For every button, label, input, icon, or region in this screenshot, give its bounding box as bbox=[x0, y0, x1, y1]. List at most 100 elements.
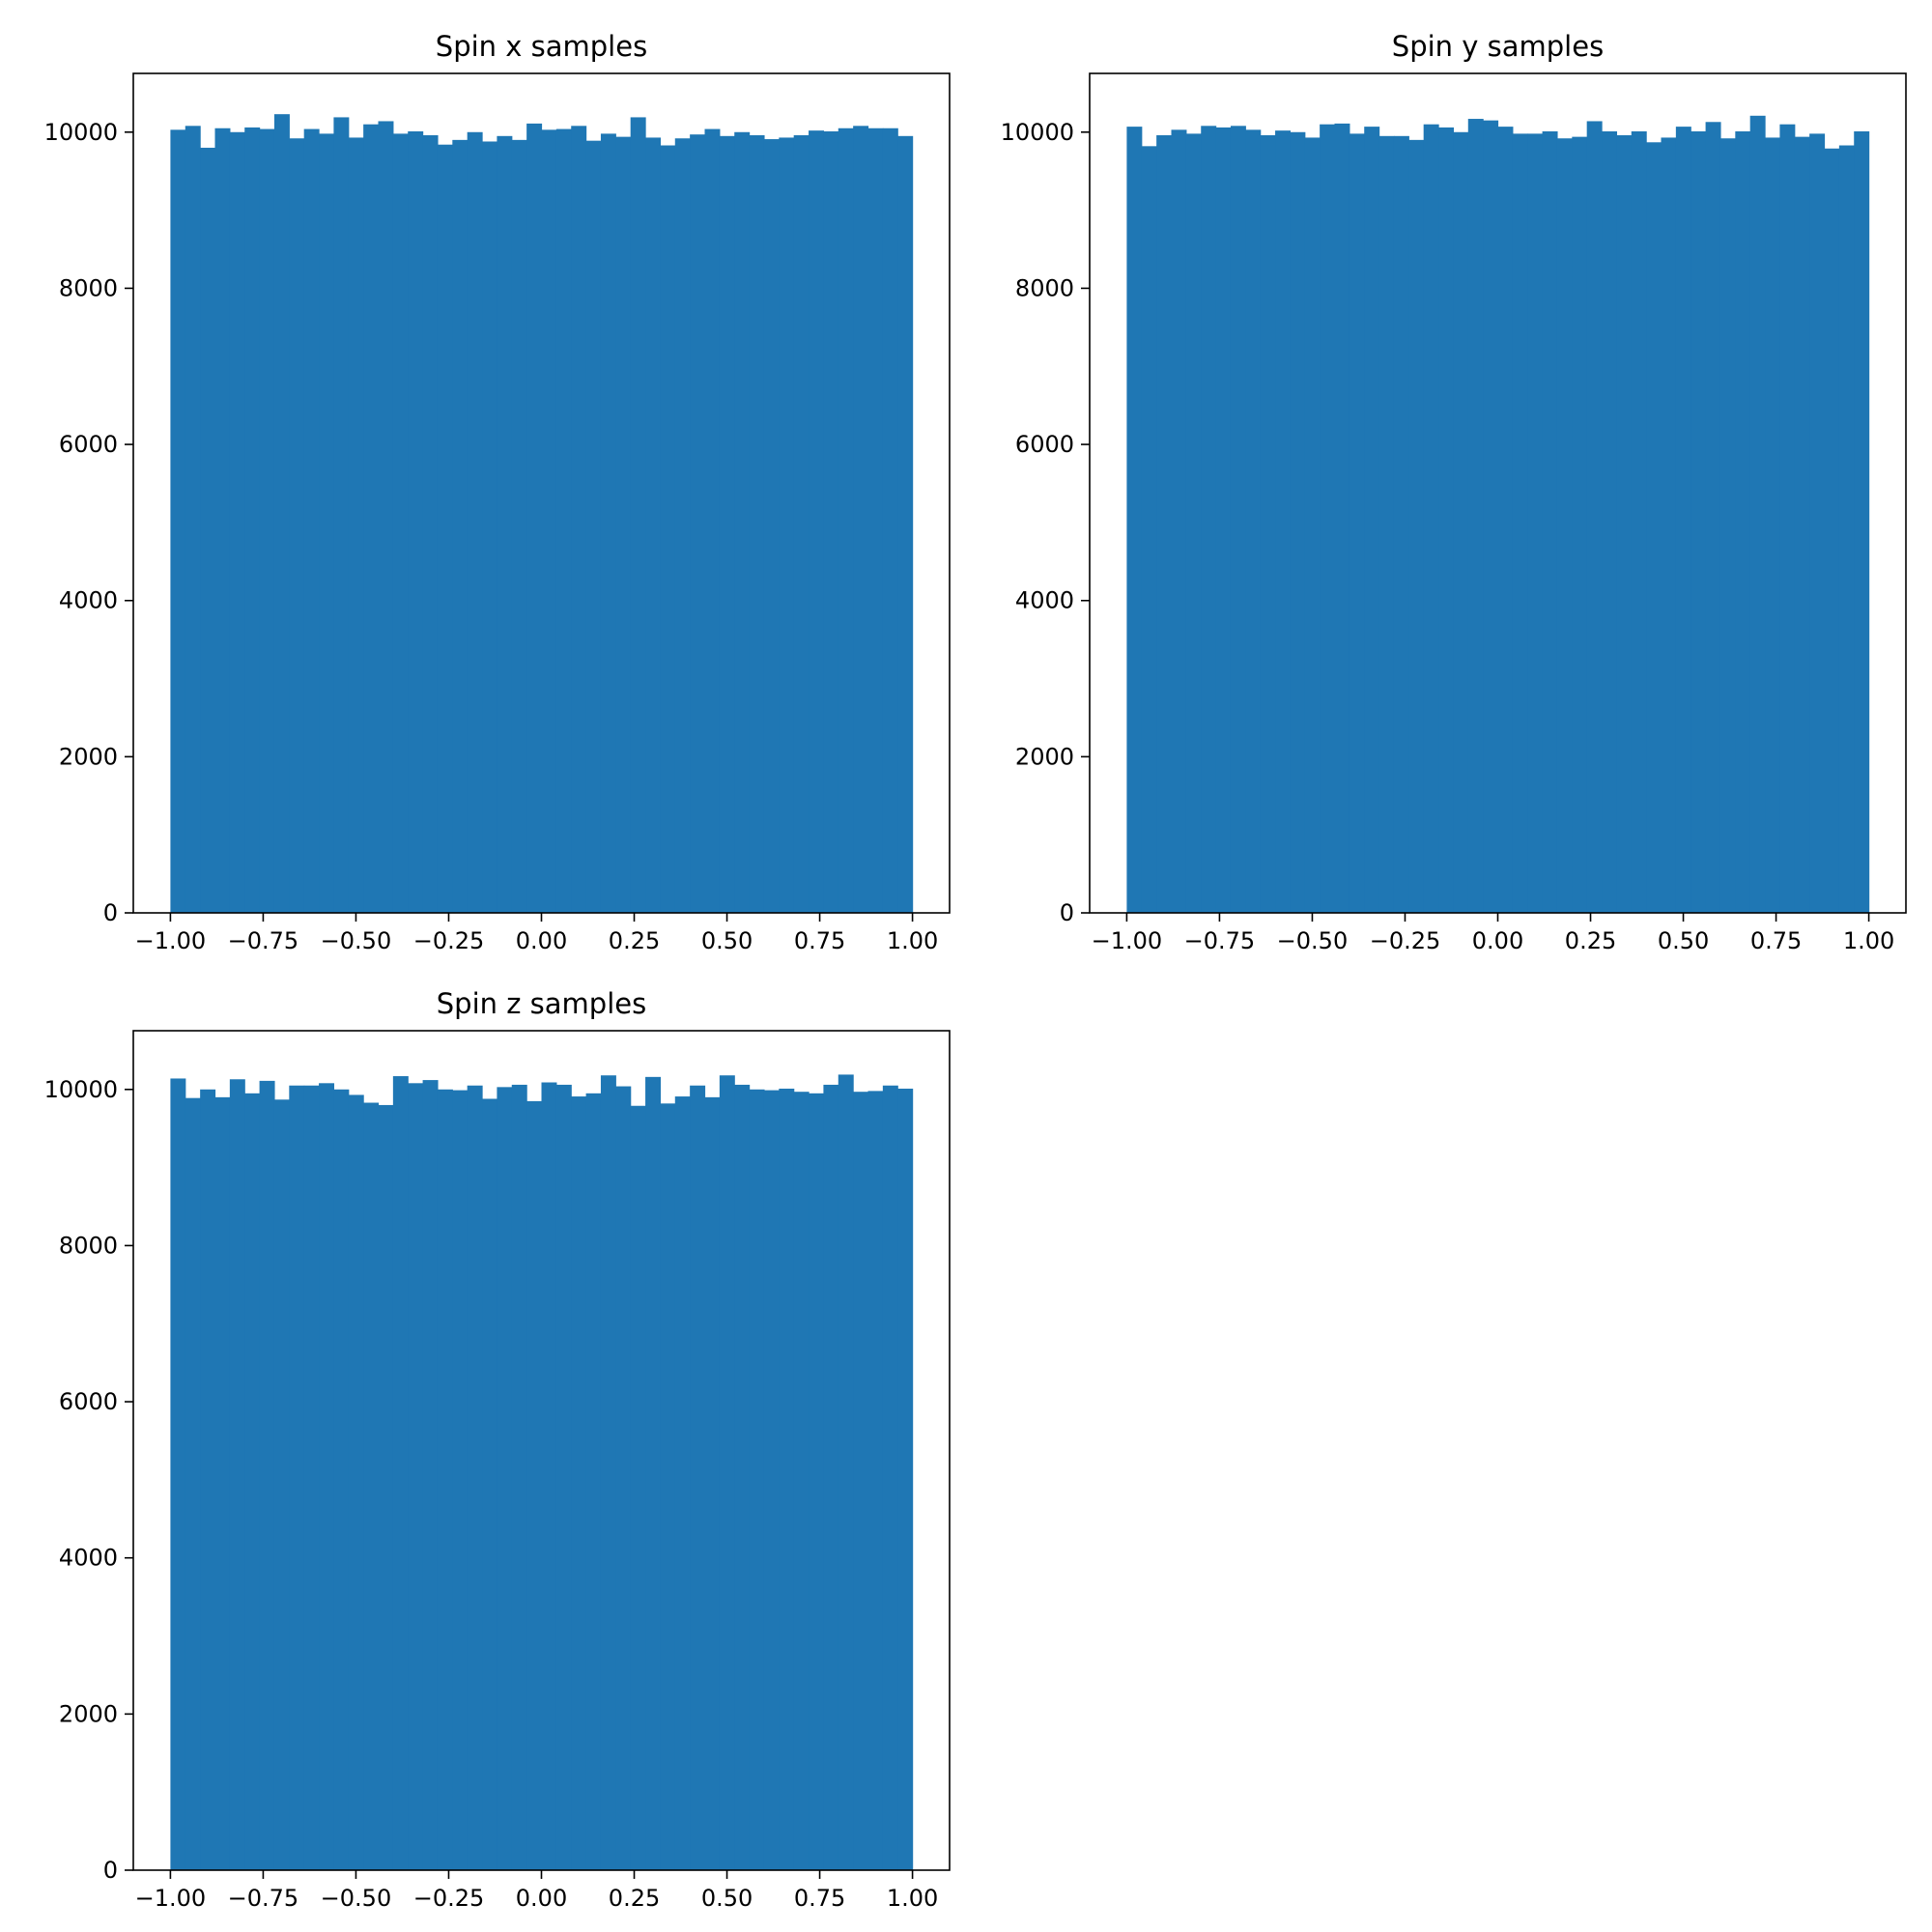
y-tick-label: 2000 bbox=[1015, 743, 1074, 770]
histogram-bar bbox=[1690, 130, 1707, 914]
histogram-bar bbox=[259, 1080, 275, 1870]
y-tick-label: 6000 bbox=[1015, 431, 1074, 458]
histogram-bar bbox=[600, 133, 616, 913]
histogram-bar bbox=[1349, 133, 1365, 913]
histogram-bar bbox=[867, 1091, 884, 1870]
x-tick-label: 1.00 bbox=[887, 1885, 938, 1912]
histogram-bar bbox=[422, 1080, 439, 1870]
histogram-bar bbox=[214, 1096, 231, 1870]
histogram-bar bbox=[348, 1094, 364, 1870]
x-tick-label: 0.50 bbox=[701, 927, 753, 954]
histogram-bar bbox=[170, 1078, 186, 1870]
histogram-bar bbox=[809, 1093, 825, 1870]
histogram-bar bbox=[793, 1092, 810, 1870]
histogram-bar bbox=[244, 1093, 261, 1870]
histogram-bar bbox=[1779, 124, 1796, 913]
x-tick-label: 0.25 bbox=[609, 927, 660, 954]
histogram-bar bbox=[719, 135, 735, 913]
subplot-spin-z: Spin z samples −1.00 −0.75 −0.50 −0.25 0.00 0… bbox=[44, 987, 951, 1912]
x-axis: −1.00 −0.75 −0.50 −0.25 0.00 0.25 0.50 0.75 1.00 bbox=[135, 913, 938, 954]
histogram-bar bbox=[734, 1084, 751, 1870]
histogram-bar bbox=[555, 128, 572, 914]
x-tick-label: 1.00 bbox=[887, 927, 938, 954]
histogram-bar bbox=[838, 128, 854, 914]
histogram-bar bbox=[867, 128, 884, 914]
histogram-bar bbox=[690, 1085, 706, 1870]
y-tick-label: 2000 bbox=[59, 1700, 118, 1727]
histogram-bar bbox=[303, 128, 320, 914]
histogram-bar bbox=[882, 128, 898, 914]
histogram-bar bbox=[170, 129, 186, 914]
histogram-bar bbox=[1483, 120, 1499, 913]
y-tick-label: 8000 bbox=[59, 274, 118, 301]
histogram-bar bbox=[1556, 138, 1573, 914]
x-tick-label: 0.00 bbox=[1472, 927, 1523, 954]
x-tick-label: 0.00 bbox=[516, 1885, 567, 1912]
histogram-bar bbox=[1542, 130, 1558, 914]
histogram-bar bbox=[378, 121, 394, 913]
x-tick-label: −1.00 bbox=[135, 1885, 207, 1912]
histogram-bar bbox=[482, 1098, 498, 1870]
histogram-bar bbox=[319, 1083, 335, 1870]
histogram-bars bbox=[170, 114, 914, 914]
histogram-bar bbox=[882, 1085, 898, 1870]
histogram-bar bbox=[1408, 139, 1425, 914]
histogram-bar bbox=[408, 1083, 424, 1870]
histogram-bar bbox=[1185, 133, 1202, 913]
x-tick-label: 0.75 bbox=[1750, 927, 1802, 954]
histogram-bar bbox=[704, 1096, 721, 1870]
x-tick-label: 0.25 bbox=[1565, 927, 1616, 954]
histogram-bar bbox=[185, 1097, 201, 1870]
x-tick-label: −0.75 bbox=[1184, 927, 1256, 954]
histogram-bar bbox=[1719, 138, 1736, 914]
histogram-bar bbox=[779, 137, 795, 913]
histogram-bar bbox=[823, 1084, 839, 1870]
histogram-bar bbox=[763, 139, 780, 914]
histogram-bar bbox=[763, 1090, 780, 1870]
y-tick-label: 4000 bbox=[59, 587, 118, 614]
subplot-spin-x: Spin x samples −1.00 −0.75 −0.50 −0.25 0.00 0… bbox=[44, 30, 951, 954]
histogram-bar bbox=[1512, 133, 1528, 913]
histogram-bar bbox=[333, 1089, 350, 1870]
x-tick-label: −0.75 bbox=[228, 927, 299, 954]
histogram-bar bbox=[793, 135, 810, 913]
histogram-bar bbox=[1334, 123, 1350, 913]
histogram-bar bbox=[571, 1096, 587, 1870]
histogram-bar bbox=[749, 135, 765, 913]
histogram-bar bbox=[452, 1090, 469, 1870]
histogram-bar bbox=[660, 1103, 676, 1870]
histogram-bar bbox=[1215, 127, 1232, 913]
histogram-bar bbox=[185, 126, 201, 913]
histogram-bar bbox=[229, 1079, 245, 1870]
histogram-bar bbox=[1290, 131, 1306, 913]
histogram-bar bbox=[1364, 127, 1380, 913]
y-tick-label: 2000 bbox=[59, 743, 118, 770]
x-tick-label: −0.50 bbox=[1277, 927, 1349, 954]
histogram-bar bbox=[1586, 121, 1603, 913]
histogram-bar bbox=[1527, 133, 1544, 913]
y-tick-label: 8000 bbox=[1015, 274, 1074, 301]
y-tick-label: 10000 bbox=[1001, 119, 1074, 146]
histogram-bar bbox=[645, 1076, 662, 1870]
histogram-bar bbox=[273, 114, 290, 913]
histogram-bar bbox=[303, 1085, 320, 1870]
histogram-bar bbox=[497, 1087, 513, 1870]
x-tick-label: 0.00 bbox=[516, 927, 567, 954]
histogram-bar bbox=[511, 1084, 527, 1870]
y-tick-label: 4000 bbox=[1015, 587, 1074, 614]
x-tick-label: −1.00 bbox=[135, 927, 207, 954]
histogram-bar bbox=[1467, 119, 1484, 914]
histogram-bar bbox=[704, 128, 721, 914]
histogram-bar bbox=[200, 1089, 216, 1870]
histogram-bar bbox=[482, 141, 498, 914]
histogram-bar bbox=[1572, 136, 1588, 913]
histogram-bar bbox=[1156, 135, 1173, 913]
y-tick-label: 6000 bbox=[59, 431, 118, 458]
histogram-bar bbox=[200, 147, 216, 913]
histogram-bar bbox=[348, 137, 364, 913]
y-tick-label: 0 bbox=[103, 899, 118, 926]
histogram-bar bbox=[1705, 122, 1721, 913]
histogram-bar bbox=[273, 1099, 290, 1870]
chart-title: Spin z samples bbox=[437, 987, 646, 1020]
